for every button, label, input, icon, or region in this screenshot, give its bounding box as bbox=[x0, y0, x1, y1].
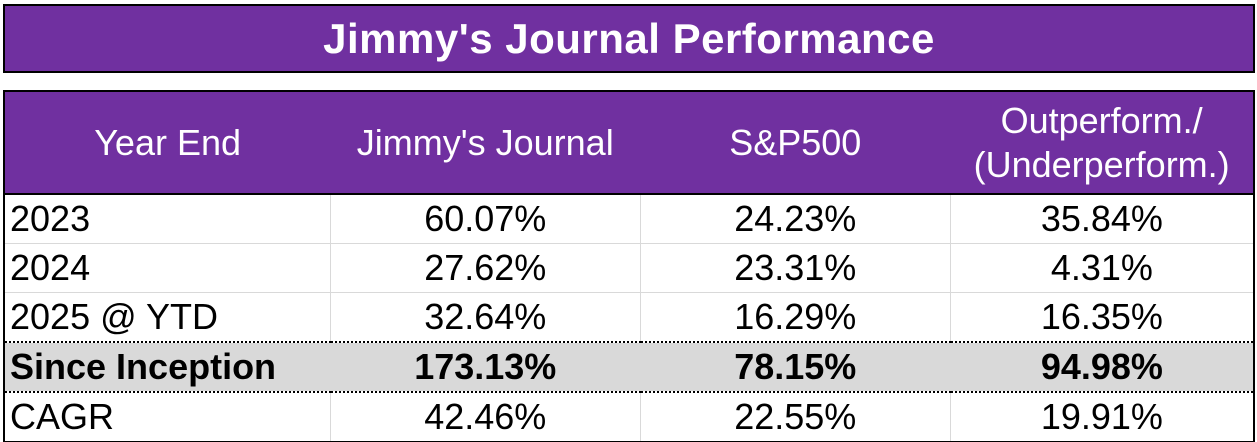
cell-year: 2024 bbox=[4, 243, 331, 293]
cell-year: Since Inception bbox=[4, 341, 331, 393]
column-header-year-end: Year End bbox=[4, 91, 331, 195]
table-row-since-inception: Since Inception 173.13% 78.15% 94.98% bbox=[4, 341, 1254, 393]
cell-year: CAGR bbox=[4, 391, 331, 442]
cell-sp500: 16.29% bbox=[639, 292, 951, 342]
cell-jimmys-journal: 42.46% bbox=[329, 391, 641, 442]
column-header-label-line2: (Underperform.) bbox=[973, 143, 1230, 185]
cell-jimmys-journal: 27.62% bbox=[329, 243, 641, 293]
page-title: Jimmy's Journal Performance bbox=[323, 14, 935, 62]
cell-jimmys-journal: 60.07% bbox=[329, 194, 641, 244]
column-header-jimmys-journal: Jimmy's Journal bbox=[330, 91, 641, 195]
column-header-outperform: Outperform./ (Underperform.) bbox=[950, 91, 1254, 195]
column-header-label: Jimmy's Journal bbox=[356, 121, 614, 163]
column-header-sp500: S&P500 bbox=[640, 91, 951, 195]
cell-outperform: 94.98% bbox=[949, 341, 1254, 393]
cell-jimmys-journal: 32.64% bbox=[329, 292, 641, 342]
table-row-cagr: CAGR 42.46% 22.55% 19.91% bbox=[4, 391, 1254, 442]
table-row-2024: 2024 27.62% 23.31% 4.31% bbox=[4, 243, 1254, 293]
cell-sp500: 22.55% bbox=[639, 391, 951, 442]
cell-year: 2023 bbox=[10, 198, 91, 239]
column-header-label-line1: Outperform./ bbox=[1000, 99, 1203, 141]
column-header-label: Year End bbox=[94, 121, 242, 163]
table-body: 2023 60.07% 24.23% 35.84% 2024 27.62% 23… bbox=[4, 194, 1254, 442]
cell-outperform: 4.31% bbox=[949, 243, 1254, 293]
cell-sp500: 23.31% bbox=[639, 243, 951, 293]
table-row-2023: 2023 60.07% 24.23% 35.84% bbox=[4, 194, 1254, 244]
cell-sp500: 78.15% bbox=[639, 341, 951, 393]
performance-table: Year End Jimmy's Journal S&P500 Outperfo… bbox=[3, 90, 1255, 442]
title-banner: Jimmy's Journal Performance bbox=[3, 4, 1255, 73]
spacer bbox=[3, 73, 1255, 90]
header-row: Year End Jimmy's Journal S&P500 Outperfo… bbox=[4, 91, 1254, 195]
cell-sp500: 24.23% bbox=[639, 194, 951, 244]
table-row-2025-ytd: 2025 @ YTD 32.64% 16.29% 16.35% bbox=[4, 292, 1254, 342]
cell-jimmys-journal: 173.13% bbox=[329, 341, 641, 393]
table-header: Year End Jimmy's Journal S&P500 Outperfo… bbox=[4, 91, 1254, 195]
column-header-label: S&P500 bbox=[729, 121, 862, 163]
cell-outperform: 16.35% bbox=[949, 292, 1254, 342]
cell-outperform: 35.84% bbox=[949, 194, 1254, 244]
cell-outperform: 19.91% bbox=[949, 391, 1254, 442]
cell-year: 2025 @ YTD bbox=[4, 292, 331, 342]
